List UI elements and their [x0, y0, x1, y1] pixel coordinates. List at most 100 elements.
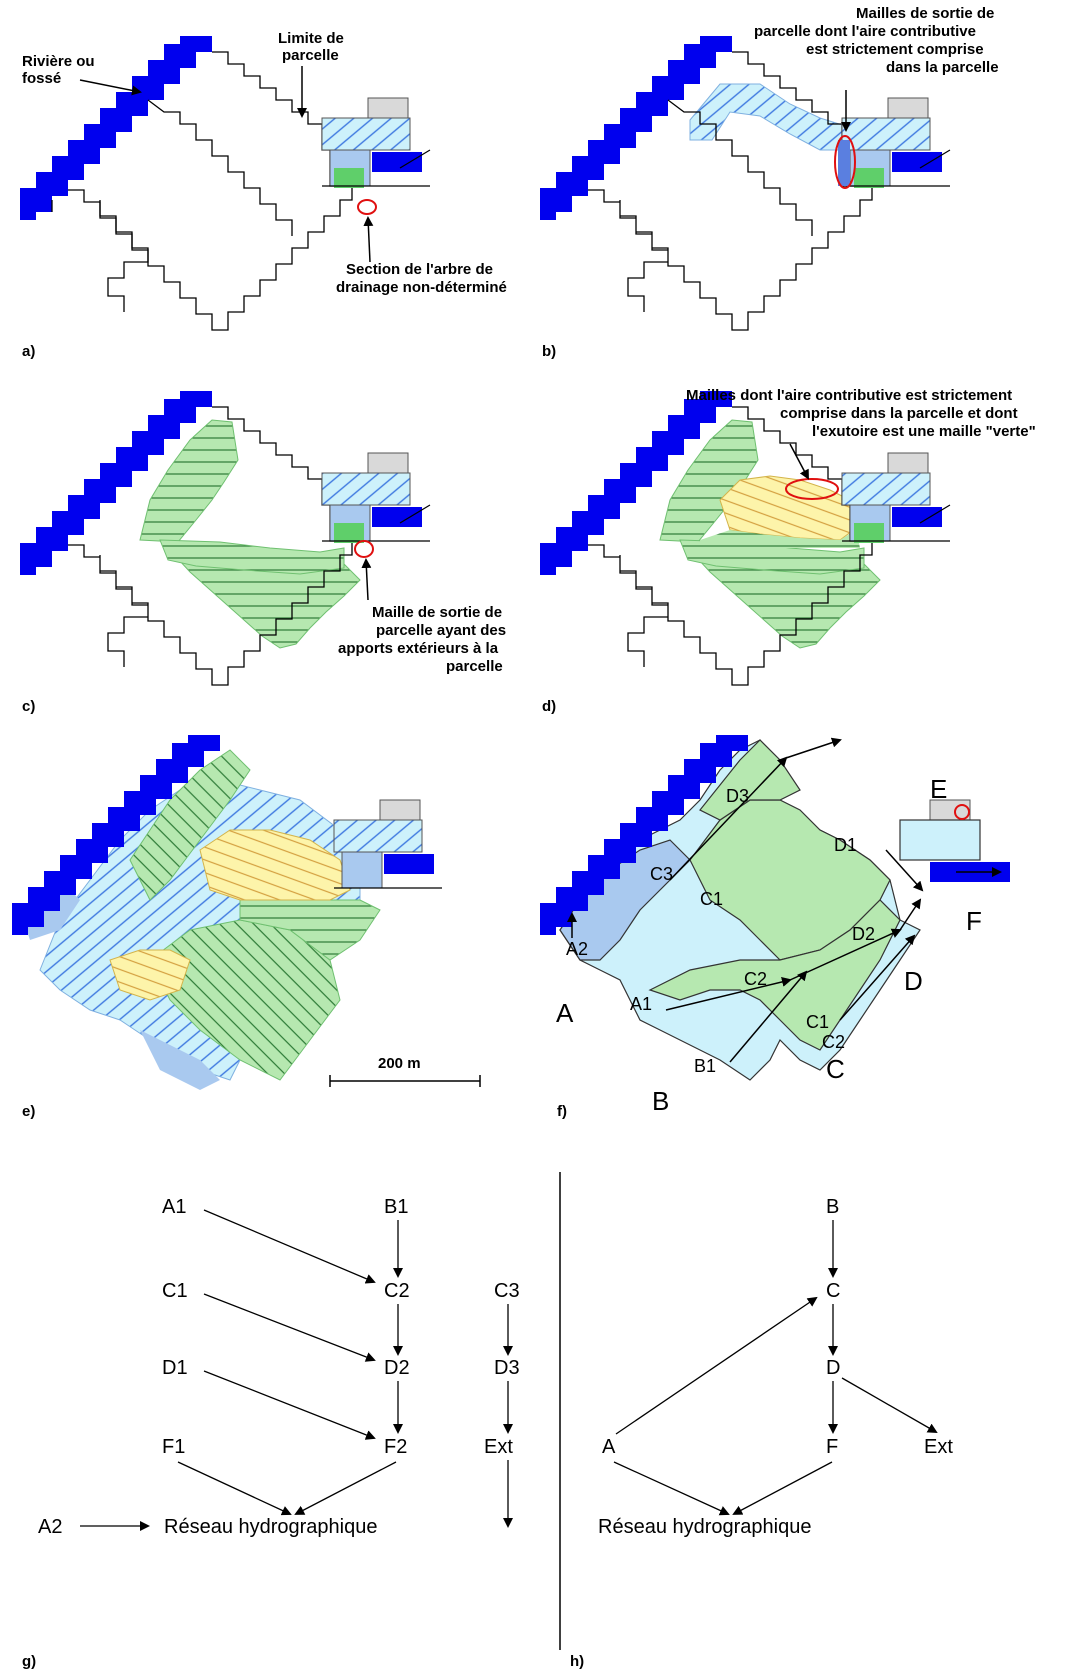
- annotation-maille-4: parcelle: [446, 658, 503, 675]
- outline-right-b: [842, 149, 951, 187]
- node-c3: C3: [494, 1280, 520, 1302]
- node-d3: D3: [494, 1357, 520, 1379]
- node-c: C: [826, 1280, 840, 1302]
- panel-e: 200 m e): [12, 735, 481, 1120]
- red-circle-a: [357, 199, 377, 215]
- edge-f-reseau: [732, 1461, 833, 1515]
- arrow-section: [363, 216, 374, 263]
- arrow-d: [789, 443, 809, 480]
- lightblue-area-b: [841, 117, 931, 151]
- annotation-exit-4: dans la parcelle: [886, 59, 999, 76]
- green-area-b: [854, 168, 884, 188]
- node-reseau-h: Réseau hydrographique: [598, 1516, 812, 1538]
- river-right-a: [372, 152, 422, 172]
- zone-label-a: A: [556, 998, 574, 1028]
- outline-right-c: [322, 504, 431, 542]
- subzone-d2: D2: [852, 924, 875, 944]
- node-f: F: [826, 1436, 838, 1458]
- parcel-outline-b: [588, 51, 873, 331]
- lightblue-area-e: [333, 819, 423, 853]
- node-ext-h: Ext: [924, 1436, 953, 1458]
- zone-label-d: D: [904, 966, 923, 996]
- subzone-c1: C1: [700, 889, 723, 909]
- node-ext-g: Ext: [484, 1436, 513, 1458]
- green-band-c: [159, 539, 345, 575]
- annotation-limit-1: Limite de: [278, 30, 344, 47]
- node-f1: F1: [162, 1436, 185, 1458]
- edge-f1-reseau: [177, 1461, 292, 1516]
- panel-c: Maille de sortie de parcelle ayant des a…: [20, 391, 506, 715]
- node-d2: D2: [384, 1357, 410, 1379]
- node-reseau-g: Réseau hydrographique: [164, 1516, 378, 1538]
- gray-cell-a: [367, 97, 409, 121]
- green-zone-f-lower: [648, 899, 901, 1051]
- green-area-d: [854, 523, 884, 543]
- panel-label-g: g): [22, 1653, 36, 1670]
- river-stair-d: [540, 391, 732, 575]
- green-region-d: [659, 419, 759, 543]
- red-circle-c: [354, 540, 374, 558]
- node-a2: A2: [38, 1516, 62, 1538]
- parcel-outline-a2: [99, 200, 149, 312]
- annotation-section-2: drainage non-déterminé: [336, 279, 507, 296]
- outline-right-a: [322, 149, 431, 187]
- zone-label-f: F: [966, 906, 982, 936]
- parcel-outline-c: [68, 406, 353, 686]
- node-c1: C1: [162, 1280, 188, 1302]
- arrow-d3-ext: [785, 737, 842, 759]
- arrow-maille: [361, 558, 372, 601]
- zone-label-e: E: [930, 774, 947, 804]
- panel-label-h: h): [570, 1653, 584, 1670]
- arrow-a1-c2: [665, 977, 792, 1011]
- river-right-c: [372, 507, 422, 527]
- panel-d: Mailles dont l'aire contributive est str…: [540, 387, 1036, 715]
- subzone-c1-b: C1: [806, 1012, 829, 1032]
- panel-label-e: e): [22, 1103, 35, 1120]
- edge-a1-c2: [203, 1209, 376, 1284]
- river-stair-a: [20, 36, 212, 220]
- parcel-outline-d: [588, 406, 873, 686]
- panel-b: Mailles de sortie de parcelle dont l'air…: [540, 5, 999, 360]
- zone-label-c: C: [826, 1054, 845, 1084]
- node-d1: D1: [162, 1357, 188, 1379]
- lightblue-area-c: [321, 472, 411, 506]
- green-fill-d: [700, 530, 860, 548]
- parcel-outline-a: [51, 51, 353, 331]
- panel-a: Rivière ou fossé Limite de parcelle Sect…: [20, 30, 507, 360]
- annotation-section-1: Section de l'arbre de: [346, 261, 493, 278]
- panel-label-d: d): [542, 698, 556, 715]
- gray-cell-d: [887, 452, 929, 476]
- node-b1: B1: [384, 1196, 408, 1218]
- green-area-c: [334, 523, 364, 543]
- annotation-limit-2: parcelle: [282, 47, 339, 64]
- edge-c1-d2: [203, 1293, 376, 1362]
- no-entry-icon: [954, 804, 970, 820]
- annotation-maille-3: apports extérieurs à la: [338, 640, 499, 657]
- river-stair-f: [540, 735, 748, 935]
- arrow-river: [79, 79, 142, 96]
- arrow-b1-c2: [729, 970, 808, 1063]
- river-stair-e: [12, 735, 220, 935]
- lightblue-area-d: [841, 472, 931, 506]
- green-zone-f-top: [699, 739, 801, 821]
- river-stair-b: [540, 36, 732, 220]
- panel-f: A B C D E F A2 A1 B1 C1 C2 C1 C2 C3 D1 D…: [540, 735, 1010, 1120]
- node-d: D: [826, 1357, 840, 1379]
- node-a: A: [602, 1436, 616, 1458]
- node-f2: F2: [384, 1436, 407, 1458]
- subzone-c2: C2: [744, 969, 767, 989]
- green-diagonal-e: [129, 749, 251, 901]
- yellow-upper-e: [199, 829, 351, 901]
- arrow-c2-d2: [789, 928, 902, 981]
- river-right-b: [892, 152, 942, 172]
- panel-label-b: b): [542, 343, 556, 360]
- edge-d1-f2: [203, 1370, 376, 1440]
- panel-label-f: f): [557, 1103, 567, 1120]
- gray-cell-c: [367, 452, 409, 476]
- arrow-d1: [885, 849, 924, 892]
- subzone-d3: D3: [726, 786, 749, 806]
- gray-cell-b: [887, 97, 929, 121]
- panel-h: B C D A F Ext Réseau hydrographique h): [570, 1196, 953, 1670]
- annotation-river-2: fossé: [22, 70, 61, 87]
- yellow-lower-e: [109, 949, 191, 1001]
